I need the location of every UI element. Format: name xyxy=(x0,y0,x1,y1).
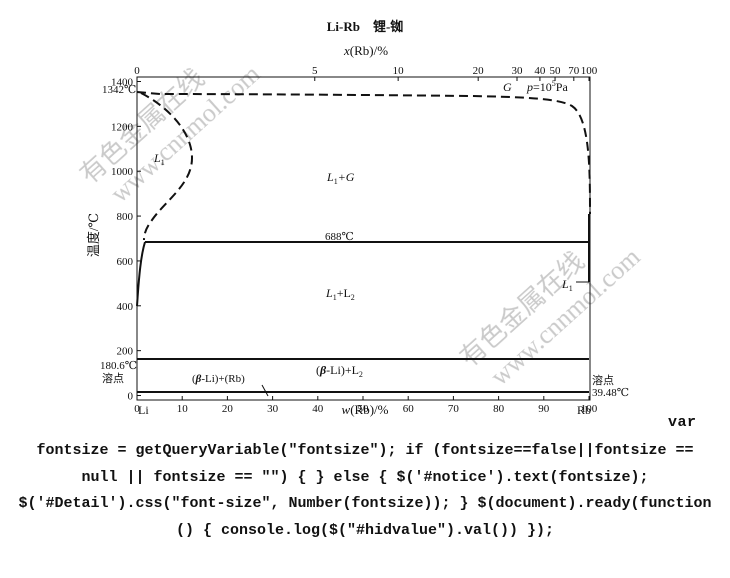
code-line: () { console.log($("#hidvalue").val()) }… xyxy=(175,521,555,539)
y-tick-label: 0 xyxy=(128,391,134,403)
y-tick-label: 800 xyxy=(117,211,134,223)
region-beta-li-l2: (β-Li)+L2 xyxy=(316,363,363,379)
gas-region-label: G xyxy=(503,80,512,94)
x-tick-label: 100 xyxy=(581,403,598,415)
gas-boundary-curve xyxy=(136,91,591,215)
top-tick-label: 70 xyxy=(568,65,580,77)
x-tick-label: 90 xyxy=(538,403,550,415)
diagram-title: Li-Rb 锂-铷 xyxy=(327,19,404,34)
top-tick-label: 20 xyxy=(473,65,485,77)
x-tick-label: 70 xyxy=(448,403,460,415)
boiling-point-label: 1342℃ xyxy=(102,84,136,96)
x-tick-label: 80 xyxy=(493,403,505,415)
top-tick-label: 100 xyxy=(581,65,598,77)
region-l1-l2: L1+L2 xyxy=(325,286,355,302)
top-axis-ticks: 0 5 10 20 30 40 50 70 100 xyxy=(134,65,598,81)
top-tick-label: 5 xyxy=(312,65,318,77)
x-tick-label: 20 xyxy=(222,403,234,415)
x-axis-ticks: 0 10 20 30 40 50 60 70 80 90 100 xyxy=(134,396,598,415)
y-tick-label: 400 xyxy=(117,301,134,313)
li-melting-caption: 溶点 xyxy=(102,371,124,385)
li-melting-label: 180.6℃ xyxy=(100,360,137,372)
pressure-label: p=105Pa xyxy=(526,79,568,94)
code-line: $('#Detail').css("font-size", Number(fon… xyxy=(18,495,712,512)
code-line: null || fontsize == "") { } else { $('#n… xyxy=(81,468,649,486)
x-tick-label: 0 xyxy=(134,403,140,415)
y-tick-label: 200 xyxy=(117,346,134,358)
top-tick-label: 10 xyxy=(393,65,405,77)
top-tick-label: 0 xyxy=(134,65,140,77)
y-axis-ticks: 0 200 400 600 800 1000 1200 1400 xyxy=(111,76,141,403)
bottom-axis-label: w(Rb)/% xyxy=(342,402,389,417)
x-tick-label: 40 xyxy=(312,403,324,415)
region-l1-left: L1 xyxy=(153,151,165,167)
phase-diagram: 有色金属在线 www.cnnmol.com 有色金属在线 www.cnnmol.… xyxy=(75,19,646,417)
x-tick-label: 60 xyxy=(403,403,415,415)
element-label-rb: Rb xyxy=(577,403,591,417)
x-tick-label: 50 xyxy=(358,403,370,415)
region-l1-g: L1+G xyxy=(326,170,355,186)
y-tick-label: 1400 xyxy=(111,76,134,88)
liquid-miscibility-dashed-curve xyxy=(140,92,194,241)
top-tick-label: 40 xyxy=(534,65,546,77)
x-tick-label: 30 xyxy=(267,403,279,415)
rb-melting-caption: 溶点 xyxy=(592,373,614,387)
y-tick-label: 600 xyxy=(117,256,134,268)
top-axis-label: x(Rb)/% xyxy=(343,43,388,58)
leaked-script-text: fontsize = getQueryVariable("fontsize");… xyxy=(0,438,730,544)
element-label-li: Li xyxy=(138,403,149,417)
li-liquidus-curve xyxy=(136,241,146,307)
beta-rb-pointer-line xyxy=(261,384,269,397)
code-trailing-token: var xyxy=(668,414,697,431)
y-tick-label: 1000 xyxy=(111,166,134,178)
region-l1-right: L1 xyxy=(561,277,573,293)
top-tick-label: 30 xyxy=(512,65,524,77)
rb-melting-label: 39.48℃ xyxy=(592,387,629,399)
x-tick-label: 10 xyxy=(177,403,189,415)
code-line: fontsize = getQueryVariable("fontsize");… xyxy=(36,442,694,459)
region-beta-li-rb: (β-Li)+(Rb) xyxy=(192,373,245,385)
y-tick-label: 1200 xyxy=(111,121,134,133)
y-axis-label: 温度/℃ xyxy=(86,213,101,257)
top-tick-label: 50 xyxy=(550,65,562,77)
monotectic-label: 688℃ xyxy=(325,231,354,243)
